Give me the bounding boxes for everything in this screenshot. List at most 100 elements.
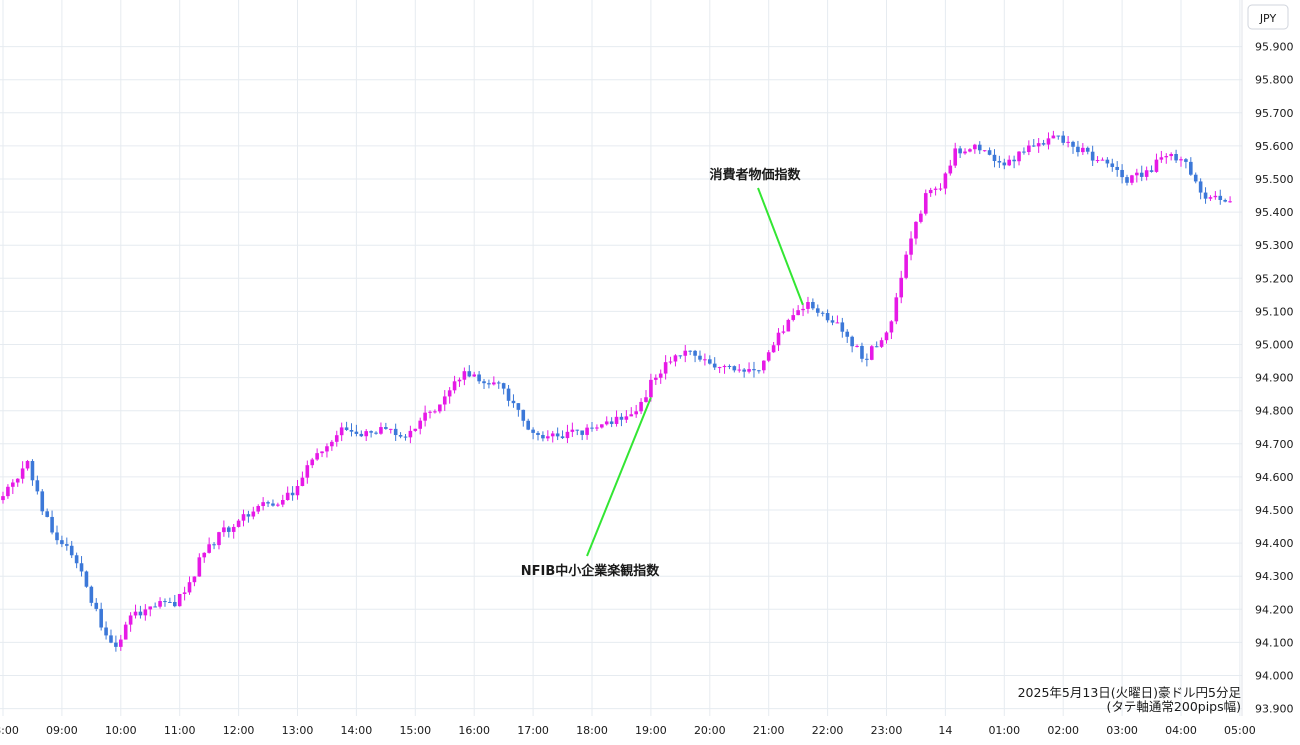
candle-body bbox=[222, 527, 226, 533]
candle-body bbox=[531, 429, 535, 433]
candle-body bbox=[413, 428, 418, 431]
candle bbox=[280, 494, 285, 508]
candle-body bbox=[1223, 199, 1227, 202]
candle-body bbox=[742, 369, 746, 372]
candle-body bbox=[207, 544, 211, 553]
candle bbox=[369, 430, 373, 438]
candle bbox=[717, 366, 722, 374]
candle-body bbox=[467, 371, 472, 377]
candle-body bbox=[963, 151, 967, 154]
candle bbox=[128, 612, 133, 632]
candle-body bbox=[884, 332, 889, 341]
candle-body bbox=[565, 431, 570, 439]
candle-body bbox=[1164, 156, 1169, 158]
candle-body bbox=[1169, 154, 1173, 157]
candle bbox=[172, 594, 177, 608]
candle-body bbox=[1051, 135, 1056, 139]
candle-body bbox=[506, 388, 511, 401]
candle-body bbox=[1154, 159, 1159, 172]
candle bbox=[418, 417, 423, 435]
candle-body bbox=[79, 563, 84, 572]
annotation-leader-line bbox=[586, 397, 652, 557]
candle bbox=[1223, 198, 1227, 203]
candle bbox=[467, 365, 472, 378]
annotation-leader-line bbox=[757, 187, 804, 306]
candle bbox=[1144, 166, 1149, 181]
x-tick-label: 20:00 bbox=[694, 724, 726, 737]
candle bbox=[600, 424, 604, 429]
y-tick-label: 94.900 bbox=[1255, 372, 1294, 385]
y-tick-label: 94.400 bbox=[1255, 537, 1294, 550]
candle bbox=[177, 593, 182, 607]
candle-body bbox=[835, 322, 840, 324]
candle-body bbox=[99, 608, 103, 628]
candle bbox=[15, 478, 20, 487]
candle-body bbox=[344, 427, 349, 431]
candle bbox=[359, 430, 364, 438]
candle-body bbox=[590, 427, 594, 429]
candle bbox=[123, 621, 128, 640]
candle-body bbox=[25, 461, 30, 469]
candle-body bbox=[487, 383, 491, 385]
candle bbox=[472, 371, 476, 378]
candle-body bbox=[379, 427, 383, 434]
candle bbox=[948, 159, 953, 176]
candle bbox=[114, 635, 118, 652]
candle-body bbox=[236, 520, 241, 527]
currency-badge[interactable]: JPY bbox=[1247, 4, 1289, 30]
candle-body bbox=[65, 544, 69, 546]
candle bbox=[654, 374, 658, 385]
candle bbox=[663, 355, 668, 380]
annotation-label: 消費者物価指数 bbox=[709, 167, 801, 183]
candle-body bbox=[1081, 147, 1085, 153]
candle bbox=[835, 315, 840, 324]
candle-body bbox=[138, 611, 143, 616]
candle-body bbox=[477, 374, 481, 382]
candle bbox=[138, 605, 143, 619]
candle-body bbox=[894, 297, 899, 322]
y-tick-label: 94.500 bbox=[1255, 504, 1294, 517]
candle bbox=[649, 373, 653, 402]
candle bbox=[1120, 164, 1124, 184]
candle bbox=[1149, 165, 1154, 173]
candle bbox=[982, 150, 987, 152]
candle-body bbox=[575, 429, 580, 431]
candle bbox=[334, 430, 339, 447]
candle bbox=[1154, 153, 1159, 173]
candle bbox=[305, 460, 310, 484]
candle-body bbox=[1012, 159, 1016, 162]
candle bbox=[1139, 165, 1144, 182]
candle-body bbox=[904, 254, 908, 278]
candle bbox=[285, 486, 290, 501]
x-tick-label: 12:00 bbox=[223, 724, 255, 737]
candle-body bbox=[369, 431, 373, 433]
candle-body bbox=[1115, 166, 1119, 170]
candle-body bbox=[290, 492, 295, 496]
candle bbox=[776, 328, 781, 351]
candle bbox=[1, 491, 5, 504]
candle bbox=[398, 432, 403, 439]
candle bbox=[658, 369, 663, 384]
candle-body bbox=[997, 160, 1002, 163]
candle-body bbox=[305, 465, 310, 478]
candle bbox=[1076, 140, 1080, 157]
y-tick-label: 94.700 bbox=[1255, 438, 1294, 451]
candle bbox=[811, 298, 815, 311]
candle bbox=[703, 353, 707, 366]
candle bbox=[963, 148, 967, 155]
candle bbox=[644, 390, 648, 403]
candle-body bbox=[472, 374, 476, 377]
candle bbox=[1090, 145, 1095, 167]
candle-body bbox=[1022, 151, 1026, 153]
event-annotation: 消費者物価指数 bbox=[709, 167, 804, 306]
candle-body bbox=[1144, 170, 1149, 177]
candle bbox=[698, 350, 702, 362]
candle bbox=[771, 341, 776, 353]
candle-body bbox=[114, 642, 118, 647]
candle bbox=[99, 602, 103, 631]
candle-body bbox=[266, 502, 270, 504]
candle bbox=[830, 315, 835, 326]
candle bbox=[850, 335, 854, 353]
x-tick-label: 11:00 bbox=[164, 724, 196, 737]
candle bbox=[909, 231, 913, 261]
